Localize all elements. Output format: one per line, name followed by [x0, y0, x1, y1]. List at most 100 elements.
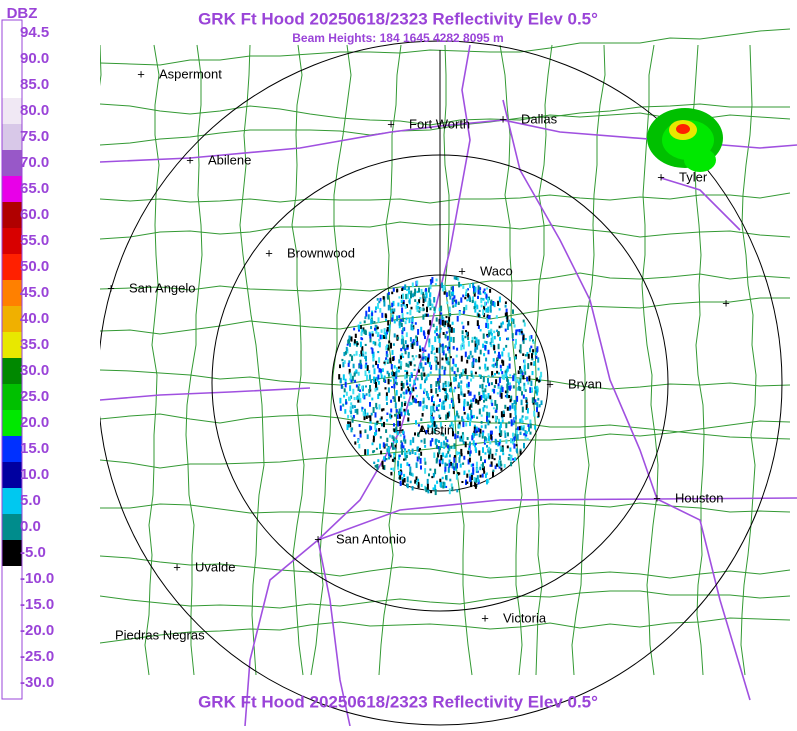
- echo-pixel: [510, 395, 513, 401]
- echo-pixel: [487, 478, 490, 484]
- echo-pixel: [345, 391, 348, 396]
- echo-pixel: [531, 357, 534, 361]
- echo-pixel: [488, 420, 491, 423]
- echo-pixel: [449, 424, 452, 428]
- echo-pixel: [435, 444, 438, 450]
- echo-pixel: [409, 361, 412, 366]
- echo-pixel: [429, 299, 432, 306]
- echo-pixel: [442, 481, 445, 485]
- echo-pixel: [456, 315, 459, 322]
- echo-pixel: [383, 335, 386, 339]
- echo-pixel: [412, 437, 415, 443]
- echo-pixel: [514, 378, 517, 382]
- echo-pixel: [519, 375, 522, 381]
- echo-pixel: [468, 473, 471, 477]
- echo-pixel: [511, 318, 514, 322]
- echo-pixel: [464, 335, 467, 339]
- echo-pixel: [375, 447, 378, 450]
- echo-pixel: [450, 446, 453, 449]
- echo-pixel: [454, 433, 457, 440]
- echo-pixel: [400, 440, 403, 444]
- echo-pixel: [515, 329, 518, 336]
- city-label: Brownwood: [287, 245, 355, 260]
- echo-pixel: [438, 385, 441, 390]
- echo-pixel: [459, 463, 462, 468]
- echo-pixel: [454, 468, 457, 471]
- echo-pixel: [419, 348, 422, 352]
- echo-pixel: [501, 419, 504, 423]
- echo-pixel: [480, 298, 483, 304]
- echo-pixel: [519, 378, 522, 384]
- echo-pixel: [524, 371, 527, 375]
- echo-pixel: [378, 428, 381, 432]
- echo-pixel: [479, 474, 482, 478]
- echo-pixel: [508, 395, 510, 399]
- echo-pixel: [430, 364, 433, 370]
- echo-pixel: [531, 387, 533, 392]
- echo-pixel: [537, 367, 540, 371]
- echo-pixel: [528, 426, 530, 432]
- echo-pixel: [407, 351, 410, 355]
- echo-pixel: [350, 428, 353, 433]
- echo-pixel: [512, 439, 514, 445]
- echo-pixel: [477, 295, 479, 300]
- city-label: Uvalde: [195, 559, 235, 574]
- echo-pixel: [534, 425, 537, 430]
- echo-pixel: [487, 323, 490, 329]
- echo-pixel: [484, 291, 487, 295]
- echo-pixel: [482, 467, 484, 471]
- echo-pixel: [526, 408, 529, 414]
- echo-pixel: [513, 373, 516, 377]
- echo-pixel: [482, 376, 485, 383]
- echo-pixel: [484, 424, 487, 429]
- echo-pixel: [384, 387, 387, 390]
- echo-pixel: [434, 468, 437, 475]
- echo-pixel: [432, 416, 435, 421]
- echo-pixel: [385, 345, 388, 351]
- echo-pixel: [416, 290, 419, 293]
- echo-pixel: [452, 423, 455, 430]
- echo-pixel: [512, 432, 514, 437]
- echo-pixel: [350, 395, 353, 399]
- echo-pixel: [382, 442, 385, 448]
- echo-pixel: [404, 453, 407, 458]
- echo-pixel: [497, 460, 500, 466]
- echo-pixel: [372, 364, 375, 368]
- city-marker: +: [481, 610, 489, 625]
- echo-pixel: [520, 425, 523, 431]
- echo-pixel: [400, 463, 402, 469]
- echo-pixel: [364, 364, 367, 369]
- echo-pixel: [446, 320, 449, 323]
- echo-pixel: [448, 488, 451, 495]
- echo-pixel: [482, 430, 485, 434]
- echo-pixel: [401, 286, 404, 289]
- echo-pixel: [537, 357, 540, 363]
- echo-pixel: [460, 344, 463, 351]
- echo-pixel: [373, 379, 376, 384]
- echo-pixel: [489, 441, 492, 445]
- echo-pixel: [492, 471, 494, 478]
- echo-pixel: [435, 317, 438, 322]
- echo-pixel: [523, 433, 526, 436]
- echo-pixel: [483, 470, 486, 474]
- echo-pixel: [358, 443, 361, 449]
- echo-pixel: [425, 376, 428, 381]
- echo-pixel: [403, 403, 406, 406]
- echo-pixel: [403, 304, 406, 307]
- echo-pixel: [413, 364, 416, 367]
- echo-pixel: [505, 372, 508, 378]
- echo-pixel: [514, 433, 517, 439]
- echo-pixel: [364, 343, 367, 346]
- echo-pixel: [497, 300, 500, 307]
- echo-pixel: [359, 432, 362, 438]
- echo-pixel: [401, 401, 403, 408]
- echo-pixel: [369, 385, 371, 390]
- echo-pixel: [500, 392, 503, 399]
- echo-pixel: [405, 332, 408, 338]
- legend-swatch: [2, 254, 22, 280]
- echo-pixel: [435, 364, 438, 371]
- echo-pixel: [476, 305, 479, 310]
- echo-pixel: [399, 475, 402, 480]
- echo-pixel: [445, 442, 448, 447]
- legend-label: 0.0: [20, 518, 41, 535]
